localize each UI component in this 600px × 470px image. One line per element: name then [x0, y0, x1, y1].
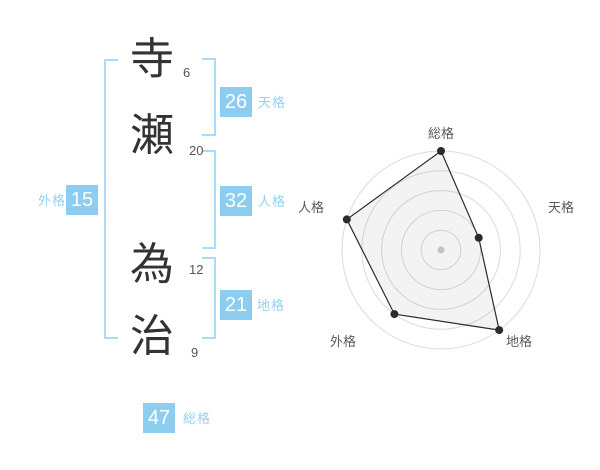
radar-grid-ring: [420, 229, 462, 271]
tenkaku-label: 天格: [258, 95, 287, 110]
radar-data-point: [437, 147, 445, 155]
stroke-count-2: 20: [189, 143, 204, 158]
surname-char-1: 寺: [130, 35, 174, 84]
soukaku-label: 総格: [183, 411, 212, 426]
tenkaku-bracket: [202, 58, 216, 136]
radar-grid-ring: [381, 190, 501, 310]
stroke-count-4: 9: [191, 345, 199, 360]
chikaku-label: 地格: [257, 298, 286, 313]
soukaku-value-badge: 47: [143, 403, 175, 433]
gaikaku-bracket: [104, 59, 118, 339]
surname-char-2: 瀬: [130, 111, 174, 160]
radar-axis-label: 人格: [298, 200, 324, 215]
gaikaku-value-badge: 15: [66, 185, 98, 215]
radar-data-point: [342, 215, 351, 224]
jinkaku-label: 人格: [258, 194, 287, 209]
radar-data-point: [495, 326, 504, 335]
radar-axis-label: 外格: [330, 334, 356, 349]
gaikaku-label: 外格: [38, 193, 67, 208]
radar-axis-label: 総格: [428, 126, 454, 141]
chikaku-value-badge: 21: [220, 290, 252, 320]
radar-data-point: [390, 310, 399, 319]
jinkaku-value-badge: 32: [220, 186, 252, 216]
radar-center-dot: [437, 246, 445, 254]
radar-axis-label: 地格: [506, 334, 532, 349]
jinkaku-bracket: [202, 150, 216, 249]
chikaku-bracket: [202, 257, 216, 339]
radar-axis-label: 天格: [548, 200, 574, 215]
stroke-count-1: 6: [183, 65, 191, 80]
given-char-1: 為: [130, 240, 174, 289]
radar-data-polygon: [346, 150, 500, 331]
tenkaku-value-badge: 26: [220, 87, 252, 117]
radar-grid-ring: [400, 209, 482, 291]
stroke-count-3: 12: [189, 262, 204, 277]
radar-data-point: [474, 233, 483, 242]
given-char-2: 治: [130, 312, 174, 361]
